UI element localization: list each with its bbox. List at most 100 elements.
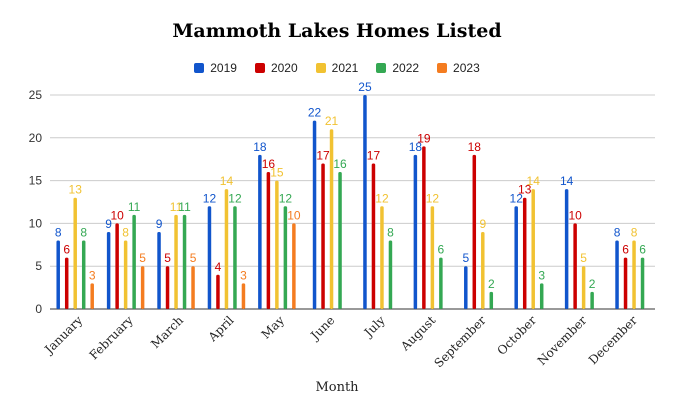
bar-2019-october [514, 206, 518, 309]
bar-2023-march [191, 266, 195, 309]
x-tick-label: July [360, 313, 388, 341]
legend-swatch [194, 63, 205, 73]
legend-item-2023: 2023 [437, 59, 480, 77]
x-axis-title: Month [315, 380, 359, 395]
x-tick-label: December [586, 313, 640, 367]
bar-2022-november [590, 291, 594, 309]
bar-2019-september [464, 266, 468, 309]
bar-2020-may [266, 172, 271, 309]
x-tick-label: March [148, 313, 186, 351]
x-tick-label: April [205, 313, 237, 345]
legend-label: 2019 [210, 61, 237, 75]
data-label: 10 [110, 208, 124, 222]
x-tick-label: September [432, 313, 489, 370]
data-label: 14 [527, 174, 541, 188]
bar-2019-june [312, 120, 317, 310]
data-label: 17 [367, 148, 381, 162]
bar-2021-september [481, 231, 485, 309]
bar-2020-june [321, 163, 325, 309]
bar-2022-august [439, 257, 443, 309]
data-label: 22 [308, 106, 322, 120]
legend-label: 2021 [331, 61, 359, 75]
data-label: 3 [89, 268, 96, 282]
bar-2021-august [430, 206, 435, 309]
bar-2021-june [329, 129, 334, 309]
data-label: 8 [122, 226, 129, 240]
bar-2019-february [106, 231, 111, 309]
bar-2020-october [522, 197, 527, 309]
bar-2021-april [224, 189, 229, 309]
x-tick-label: January [41, 313, 86, 358]
bar-2022-july [388, 240, 393, 309]
data-label: 21 [325, 114, 339, 128]
data-label: 11 [178, 200, 191, 214]
data-label: 3 [538, 268, 545, 282]
legend-label: 2022 [392, 61, 420, 75]
legend: 2019 2020 2021 2022 2023 [0, 59, 674, 77]
x-tick-label: June [307, 313, 338, 344]
bar-2020-august [422, 146, 426, 309]
data-label: 12 [510, 191, 524, 205]
data-label: 12 [375, 191, 389, 205]
bar-2020-february [115, 223, 119, 309]
data-label: 10 [568, 208, 582, 222]
bar-2023-january [90, 283, 94, 309]
data-label: 19 [417, 131, 431, 145]
bar-2019-july [363, 95, 367, 309]
legend-item-2021: 2021 [315, 59, 359, 77]
bar-2022-april [233, 206, 237, 309]
bar-2021-march [174, 214, 178, 309]
data-label: 5 [164, 251, 171, 265]
data-label: 14 [220, 174, 234, 188]
bar-2022-december [640, 257, 645, 309]
bar-2023-february [140, 266, 145, 309]
bar-2021-july [380, 206, 384, 309]
data-label: 10 [287, 208, 301, 222]
data-label: 5 [139, 251, 146, 265]
data-label: 16 [333, 157, 347, 171]
legend-swatch [315, 63, 326, 73]
bar-2020-december [623, 257, 628, 309]
data-label: 8 [387, 226, 394, 240]
data-label: 16 [262, 157, 276, 171]
bar-2019-january [56, 240, 60, 309]
data-label: 15 [270, 166, 284, 180]
bar-2019-august [413, 154, 418, 309]
data-label: 5 [462, 251, 469, 265]
data-label: 13 [69, 183, 83, 197]
legend-item-2019: 2019 [194, 59, 237, 77]
data-label: 12 [426, 191, 440, 205]
data-label: 12 [203, 191, 217, 205]
bar-2019-november [564, 189, 569, 309]
y-tick-label: 15 [29, 174, 43, 188]
data-label: 8 [55, 226, 62, 240]
chart-title: Mammoth Lakes Homes Listed [172, 20, 502, 42]
bar-2021-february [123, 240, 128, 309]
data-label: 2 [589, 277, 596, 291]
y-tick-label: 25 [29, 88, 43, 102]
bar-2021-november [581, 266, 586, 309]
bar-2021-december [632, 240, 636, 309]
bar-2021-october [531, 189, 535, 309]
data-label: 18 [253, 140, 267, 154]
y-tick-label: 10 [29, 216, 43, 230]
bar-2022-september [489, 291, 494, 309]
legend-label: 2023 [453, 61, 480, 75]
bar-2019-december [615, 240, 619, 309]
data-label: 8 [631, 226, 638, 240]
bar-2019-may [258, 154, 262, 309]
data-label: 9 [479, 217, 486, 231]
y-tick-label: 0 [35, 302, 42, 316]
bar-2020-january [64, 257, 69, 309]
bar-2020-july [371, 163, 376, 309]
x-tick-label: October [494, 313, 539, 358]
data-label: 9 [105, 217, 112, 231]
bar-2023-may [292, 223, 296, 309]
data-label: 6 [622, 243, 629, 257]
data-label: 6 [639, 243, 646, 257]
bar-2022-may [283, 206, 288, 309]
data-label: 13 [518, 183, 532, 197]
bar-2022-february [132, 214, 136, 309]
